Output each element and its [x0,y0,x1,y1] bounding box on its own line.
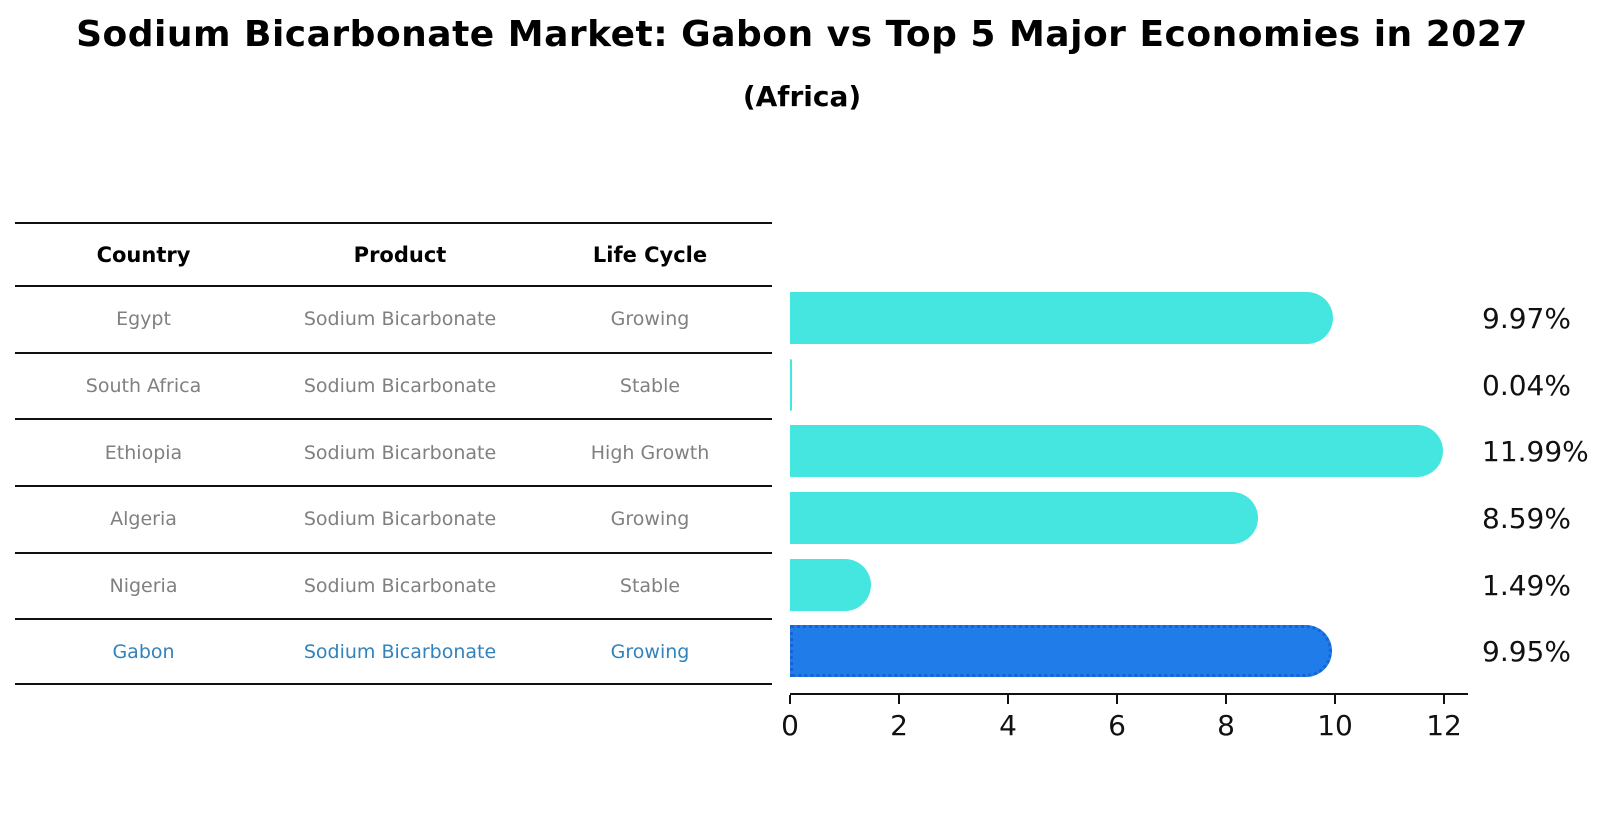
x-axis-tick-label: 12 [1426,709,1462,742]
x-axis-tick-label: 0 [781,709,799,742]
cell-country: Egypt [116,308,171,331]
bar-row [790,485,1468,552]
bar-value-label: 9.95% [1482,635,1571,669]
cell-life-cycle: Growing [610,308,690,331]
table-row-south-africa: South Africa Sodium Bicarbonate Stable [15,351,772,419]
bar-row [790,552,1468,619]
cell-life-cycle: Growing [610,640,690,663]
bar-chart [790,285,1468,685]
bar-value-label: 0.04% [1482,368,1571,402]
cell-country: Nigeria [109,575,178,598]
cell-country: Gabon [112,640,175,663]
cell-life-cycle: High Growth [590,441,710,464]
page-title: Sodium Bicarbonate Market: Gabon vs Top … [76,14,1528,55]
cell-country: Algeria [110,508,177,531]
x-axis: 0 2 4 6 8 10 12 [781,695,1468,755]
bar-value-label: 9.97% [1482,301,1571,335]
cell-product: Sodium Bicarbonate [303,640,497,663]
table-header-row: Country Product Life Cycle [15,222,772,285]
bar-value-label: 1.49% [1482,568,1571,602]
tick-mark [1116,695,1118,704]
x-axis-tick-label: 8 [1217,709,1235,742]
bar-value-label: 11.99% [1482,435,1589,469]
cell-product: Sodium Bicarbonate [303,441,497,464]
bar-row [790,418,1468,485]
bar-nigeria [790,558,872,611]
tick-mark [789,695,791,704]
market-table: Country Product Life Cycle Egypt Sodium … [15,222,772,686]
cell-country: Ethiopia [104,441,183,464]
page-subtitle: (Africa) [742,80,862,113]
cell-product: Sodium Bicarbonate [303,375,497,398]
table-row-ethiopia: Ethiopia Sodium Bicarbonate High Growth [15,418,772,485]
cell-life-cycle: Growing [610,508,690,531]
header-country: Country [96,242,191,267]
x-axis-tick-label: 2 [890,709,908,742]
header-life-cycle: Life Cycle [592,242,708,267]
cell-country: South Africa [85,375,202,398]
bar-ethiopia [790,425,1444,478]
tick-mark [1225,695,1227,704]
tick-mark [1007,695,1009,704]
cell-life-cycle: Stable [619,375,681,398]
table-row-egypt: Egypt Sodium Bicarbonate Growing [15,285,772,352]
tick-mark [1443,695,1446,704]
x-axis-tick-label: 6 [1108,709,1126,742]
cell-product: Sodium Bicarbonate [303,575,497,598]
x-axis-tick-label: 10 [1317,709,1353,742]
bar-algeria [790,492,1259,545]
tick-mark [1334,695,1337,704]
table-row-gabon: Gabon Sodium Bicarbonate Growing [15,618,772,686]
header-product: Product [353,242,447,267]
bar-value-label: 8.59% [1482,501,1571,535]
bar-row [790,285,1468,352]
cell-product: Sodium Bicarbonate [303,308,497,331]
cell-product: Sodium Bicarbonate [303,508,497,531]
cell-life-cycle: Stable [619,575,681,598]
bar-gabon [790,625,1333,678]
table-row-algeria: Algeria Sodium Bicarbonate Growing [15,485,772,552]
value-labels: 9.97% 0.04% 11.99% 8.59% 1.49% 9.95% [1482,285,1602,685]
table-row-nigeria: Nigeria Sodium Bicarbonate Stable [15,551,772,619]
bar-row [790,618,1468,685]
bar-row [790,352,1468,419]
tick-mark [898,695,900,704]
bar-egypt [790,292,1334,344]
bar-south-africa [790,358,793,411]
x-axis-line [790,693,1468,695]
x-axis-tick-label: 4 [999,709,1017,742]
